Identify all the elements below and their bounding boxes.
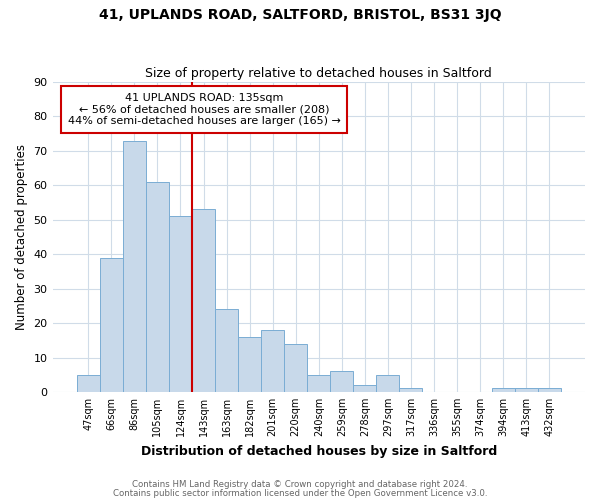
- Bar: [491, 388, 515, 392]
- Text: 41 UPLANDS ROAD: 135sqm
← 56% of detached houses are smaller (208)
44% of semi-d: 41 UPLANDS ROAD: 135sqm ← 56% of detache…: [68, 93, 341, 126]
- Bar: [515, 388, 538, 392]
- Bar: [330, 372, 353, 392]
- Bar: [538, 388, 561, 392]
- Bar: [238, 337, 261, 392]
- Bar: [400, 388, 422, 392]
- Bar: [169, 216, 192, 392]
- Text: Contains public sector information licensed under the Open Government Licence v3: Contains public sector information licen…: [113, 488, 487, 498]
- Bar: [192, 210, 215, 392]
- Bar: [261, 330, 284, 392]
- Bar: [376, 374, 400, 392]
- Y-axis label: Number of detached properties: Number of detached properties: [15, 144, 28, 330]
- Text: 41, UPLANDS ROAD, SALTFORD, BRISTOL, BS31 3JQ: 41, UPLANDS ROAD, SALTFORD, BRISTOL, BS3…: [98, 8, 502, 22]
- Bar: [77, 374, 100, 392]
- Bar: [353, 385, 376, 392]
- Bar: [123, 140, 146, 392]
- Bar: [100, 258, 123, 392]
- Bar: [307, 374, 330, 392]
- Bar: [284, 344, 307, 392]
- X-axis label: Distribution of detached houses by size in Saltford: Distribution of detached houses by size …: [140, 444, 497, 458]
- Bar: [146, 182, 169, 392]
- Bar: [215, 310, 238, 392]
- Title: Size of property relative to detached houses in Saltford: Size of property relative to detached ho…: [145, 66, 492, 80]
- Text: Contains HM Land Registry data © Crown copyright and database right 2024.: Contains HM Land Registry data © Crown c…: [132, 480, 468, 489]
